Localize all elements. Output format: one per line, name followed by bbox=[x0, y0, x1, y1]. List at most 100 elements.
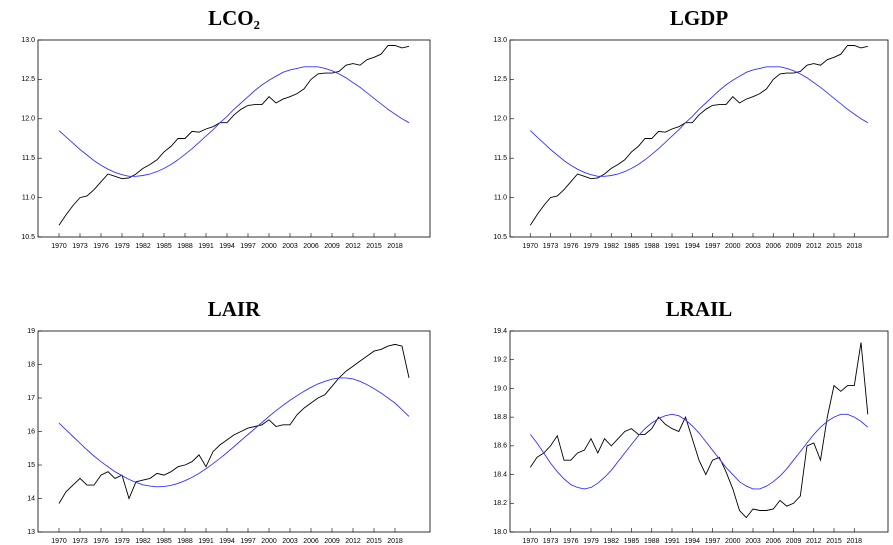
series-line bbox=[58, 343, 410, 504]
y-tick-label: 12.0 bbox=[21, 116, 35, 123]
x-tick-label: 1994 bbox=[684, 243, 700, 250]
x-tick-label: 2012 bbox=[345, 538, 361, 545]
series-line bbox=[529, 413, 869, 490]
y-tick-label: 18.6 bbox=[493, 443, 507, 450]
x-tick-label: 1997 bbox=[705, 538, 721, 545]
y-tick-label: 19.0 bbox=[493, 385, 507, 392]
x-tick-label: 1982 bbox=[603, 243, 619, 250]
x-tick-label: 2018 bbox=[846, 538, 862, 545]
x-tick-label: 1997 bbox=[240, 243, 256, 250]
x-tick-label: 1988 bbox=[644, 538, 660, 545]
y-tick-label: 13.0 bbox=[21, 37, 35, 44]
x-tick-label: 1985 bbox=[156, 243, 172, 250]
plot-frame bbox=[509, 39, 889, 238]
x-tick-label: 1991 bbox=[198, 243, 214, 250]
x-tick-label: 1976 bbox=[93, 243, 109, 250]
series-line bbox=[58, 377, 410, 488]
x-tick-label: 2009 bbox=[324, 243, 340, 250]
x-tick-label: 1997 bbox=[705, 243, 721, 250]
x-tick-label: 1988 bbox=[177, 538, 193, 545]
x-tick-label: 1988 bbox=[644, 243, 660, 250]
x-tick-label: 2000 bbox=[725, 538, 741, 545]
chart-title: LAIR bbox=[208, 297, 261, 321]
x-tick-label: 2009 bbox=[786, 243, 802, 250]
x-tick-label: 2012 bbox=[806, 243, 822, 250]
y-tick-label: 16 bbox=[27, 428, 35, 435]
y-tick-label: 15 bbox=[27, 462, 35, 469]
y-tick-label: 11.0 bbox=[22, 194, 35, 201]
y-tick-label: 10.5 bbox=[21, 234, 35, 241]
x-tick-label: 2015 bbox=[826, 538, 842, 545]
x-tick-label: 1970 bbox=[51, 243, 67, 250]
y-tick-label: 17 bbox=[27, 395, 35, 402]
x-tick-label: 1979 bbox=[583, 538, 599, 545]
x-tick-label: 1997 bbox=[240, 538, 256, 545]
y-tick-label: 12.5 bbox=[493, 76, 507, 83]
x-tick-label: 1973 bbox=[72, 243, 88, 250]
chart-title: LCO₂ bbox=[208, 6, 260, 30]
x-tick-label: 2000 bbox=[261, 243, 277, 250]
series-line bbox=[58, 66, 410, 177]
y-tick-label: 14 bbox=[27, 495, 35, 502]
x-tick-label: 2003 bbox=[282, 538, 298, 545]
y-tick-label: 19.4 bbox=[493, 328, 507, 335]
y-tick-label: 12.5 bbox=[21, 76, 35, 83]
x-tick-label: 1991 bbox=[198, 538, 214, 545]
plot-frame bbox=[509, 330, 889, 533]
y-tick-label: 12.0 bbox=[493, 116, 507, 123]
x-tick-label: 2006 bbox=[303, 243, 319, 250]
x-tick-label: 2003 bbox=[745, 538, 761, 545]
x-tick-label: 1976 bbox=[563, 538, 579, 545]
x-tick-label: 2003 bbox=[282, 243, 298, 250]
y-tick-label: 11.5 bbox=[22, 155, 35, 162]
y-tick-label: 18.0 bbox=[493, 529, 507, 536]
x-tick-label: 2006 bbox=[765, 538, 781, 545]
x-tick-label: 1994 bbox=[219, 538, 235, 545]
x-tick-label: 1985 bbox=[156, 538, 172, 545]
y-tick-label: 19.2 bbox=[493, 357, 507, 364]
y-tick-label: 11.0 bbox=[494, 194, 507, 201]
x-tick-label: 1982 bbox=[135, 243, 151, 250]
plot-frame bbox=[37, 330, 431, 533]
x-tick-label: 2006 bbox=[303, 538, 319, 545]
plot-frame bbox=[37, 39, 431, 238]
chart-title: LRAIL bbox=[666, 297, 733, 321]
x-tick-label: 1970 bbox=[522, 538, 538, 545]
series-line bbox=[529, 66, 869, 177]
x-tick-label: 1982 bbox=[603, 538, 619, 545]
x-tick-label: 1976 bbox=[93, 538, 109, 545]
series-line bbox=[529, 45, 868, 226]
y-tick-label: 18.2 bbox=[493, 500, 507, 507]
x-tick-label: 2018 bbox=[387, 538, 403, 545]
x-tick-label: 1970 bbox=[51, 538, 67, 545]
x-tick-label: 1985 bbox=[624, 538, 640, 545]
x-tick-label: 2015 bbox=[366, 243, 382, 250]
x-tick-label: 1976 bbox=[563, 243, 579, 250]
x-tick-label: 2012 bbox=[806, 538, 822, 545]
series-line bbox=[529, 342, 869, 519]
x-tick-label: 1979 bbox=[114, 243, 130, 250]
series-line bbox=[58, 45, 410, 226]
y-tick-label: 10.5 bbox=[493, 234, 507, 241]
y-tick-label: 18.8 bbox=[493, 414, 507, 421]
y-tick-label: 11.5 bbox=[494, 155, 507, 162]
y-tick-label: 13.0 bbox=[493, 37, 507, 44]
y-tick-label: 18.4 bbox=[493, 471, 507, 478]
x-tick-label: 2000 bbox=[725, 243, 741, 250]
x-tick-label: 1985 bbox=[624, 243, 640, 250]
x-tick-label: 2003 bbox=[745, 243, 761, 250]
x-tick-label: 1994 bbox=[219, 243, 235, 250]
x-tick-label: 1970 bbox=[522, 243, 538, 250]
chart-title: LGDP bbox=[670, 6, 729, 30]
x-tick-label: 1988 bbox=[177, 243, 193, 250]
x-tick-label: 1982 bbox=[135, 538, 151, 545]
x-tick-label: 2012 bbox=[345, 243, 361, 250]
x-tick-label: 1979 bbox=[583, 243, 599, 250]
x-tick-label: 1991 bbox=[664, 243, 680, 250]
x-tick-label: 2000 bbox=[261, 538, 277, 545]
x-tick-label: 2006 bbox=[765, 243, 781, 250]
y-tick-label: 13 bbox=[27, 529, 35, 536]
x-tick-label: 2018 bbox=[846, 243, 862, 250]
x-tick-label: 2009 bbox=[786, 538, 802, 545]
